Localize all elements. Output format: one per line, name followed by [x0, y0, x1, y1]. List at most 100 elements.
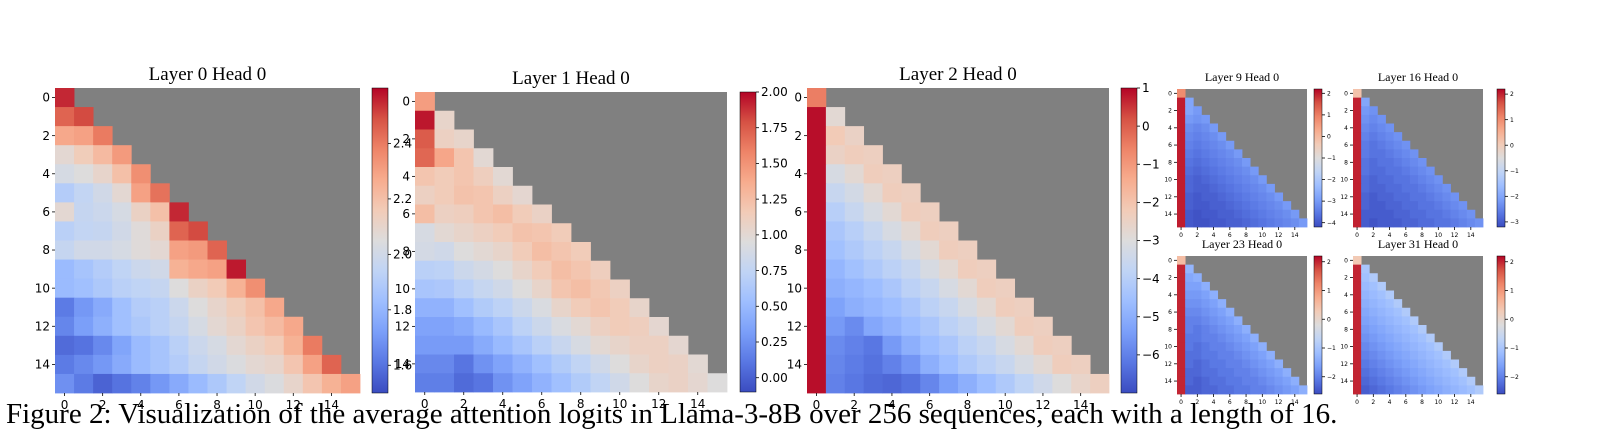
- heatmap-cell: [112, 354, 132, 375]
- heatmap-cell: [1185, 350, 1194, 360]
- heatmap-cell: [882, 373, 902, 394]
- heatmap-cell: [1353, 175, 1362, 185]
- heatmap-cell: [1418, 175, 1427, 185]
- heatmap-cell: [939, 259, 959, 280]
- heatmap-cell: [958, 259, 978, 280]
- x-tick-label: 6: [1404, 399, 1408, 406]
- heatmap-cell: [1274, 209, 1284, 219]
- heatmap-cell: [1426, 175, 1435, 185]
- heatmap-cell: [1353, 316, 1362, 326]
- heatmap-cell: [1385, 307, 1395, 317]
- heatmap-cell: [1258, 359, 1267, 369]
- y-tick-label: 2: [1168, 108, 1172, 115]
- heatmap-cell: [939, 221, 959, 241]
- heatmap-cell: [1201, 368, 1210, 378]
- heatmap-cell: [1409, 218, 1419, 228]
- heatmap-cell: [473, 167, 494, 187]
- heatmap-cell: [1385, 342, 1395, 352]
- heatmap-cell: [55, 107, 75, 127]
- heatmap-cell: [1361, 325, 1370, 335]
- heatmap-cell: [1209, 140, 1219, 150]
- heatmap-cell: [1185, 175, 1194, 185]
- heatmap-cell: [1185, 192, 1194, 202]
- colorbar-tick-label: 0: [1142, 119, 1150, 133]
- heatmap-cell: [1209, 325, 1219, 335]
- heatmap-cell: [1258, 209, 1267, 219]
- heatmap-cell: [1361, 140, 1370, 150]
- y-tick-label: 10: [1164, 177, 1172, 184]
- heatmap-cell: [825, 164, 846, 184]
- heatmap-cell: [920, 316, 940, 337]
- heatmap-cell: [1393, 183, 1403, 193]
- heatmap-cell: [1458, 201, 1468, 211]
- heatmap-cell: [1250, 376, 1259, 386]
- heatmap-cell: [1225, 325, 1235, 335]
- heatmap-cell: [863, 259, 883, 280]
- x-tick-label: 10: [248, 398, 263, 412]
- heatmap-cell: [493, 298, 513, 318]
- heatmap-cell: [1185, 183, 1194, 193]
- y-tick-label: 14: [1340, 378, 1348, 385]
- colorbar-tick-label: −4: [1327, 220, 1336, 227]
- heatmap-cell: [245, 297, 266, 318]
- heatmap-cell: [1266, 376, 1275, 386]
- heatmap-cell: [1242, 166, 1251, 176]
- heatmap-cell: [1266, 201, 1275, 211]
- heatmap-cell: [1377, 325, 1386, 335]
- y-tick-label: 8: [42, 243, 50, 257]
- x-tick-label: 0: [61, 398, 69, 412]
- heatmap-cell: [1385, 359, 1395, 369]
- heatmap-cell: [112, 316, 132, 337]
- heatmap-cell: [1369, 368, 1378, 378]
- heatmap-cell: [55, 373, 75, 394]
- heatmap-cell: [93, 316, 113, 337]
- heatmap-cell: [532, 298, 552, 318]
- heatmap-cell: [1393, 359, 1403, 369]
- heatmap-cell: [825, 107, 846, 127]
- heatmap-cell: [1450, 359, 1460, 369]
- heatmap-cell: [1217, 385, 1227, 395]
- heatmap-cell: [473, 242, 494, 262]
- heatmap-cell: [1290, 218, 1300, 228]
- heatmap-cell: [434, 373, 455, 393]
- colorbar: [1313, 255, 1323, 395]
- heatmap-cell: [112, 335, 132, 356]
- heatmap-cell: [1217, 149, 1227, 159]
- heatmap-cell: [571, 335, 591, 355]
- heatmap-cell: [1426, 350, 1435, 360]
- x-tick-label: 12: [1275, 399, 1283, 406]
- colorbar-tick-label: 0: [1510, 316, 1514, 323]
- heatmap-cell: [283, 335, 304, 356]
- heatmap-cell: [901, 373, 921, 394]
- heatmap-cell: [1369, 218, 1378, 228]
- heatmap-cell: [1217, 342, 1227, 352]
- heatmap-cell: [1225, 376, 1235, 386]
- heatmap-cell: [863, 145, 883, 165]
- heatmap-cell: [1201, 192, 1210, 202]
- x-tick-label: 12: [1275, 232, 1283, 239]
- figure-caption: Figure 2: Visualization of the average a…: [6, 400, 1600, 429]
- heatmap-cell: [1177, 89, 1186, 99]
- heatmap-cell: [1418, 368, 1427, 378]
- heatmap-cell: [454, 279, 474, 299]
- heatmap-cell: [1201, 132, 1210, 142]
- heatmap-cell: [1225, 140, 1235, 150]
- heatmap-cell: [169, 316, 189, 337]
- heatmap-cell: [1434, 218, 1443, 228]
- heatmap-cell: [1258, 192, 1267, 202]
- heatmap-cell: [1290, 209, 1300, 219]
- heatmap-cell: [590, 298, 611, 318]
- heatmap-cell: [1282, 385, 1292, 395]
- heatmap-cell: [1353, 123, 1362, 133]
- heatmap-cell: [1361, 273, 1370, 283]
- heatmap-cell: [1201, 140, 1210, 150]
- heatmap-cell: [532, 373, 552, 393]
- heatmap-cell: [512, 242, 533, 262]
- heatmap-cell: [226, 316, 247, 337]
- heatmap-cell: [1385, 132, 1395, 142]
- x-tick-label: 6: [1228, 399, 1232, 406]
- heatmap-cell: [610, 373, 630, 393]
- heatmap-cell: [1090, 373, 1110, 394]
